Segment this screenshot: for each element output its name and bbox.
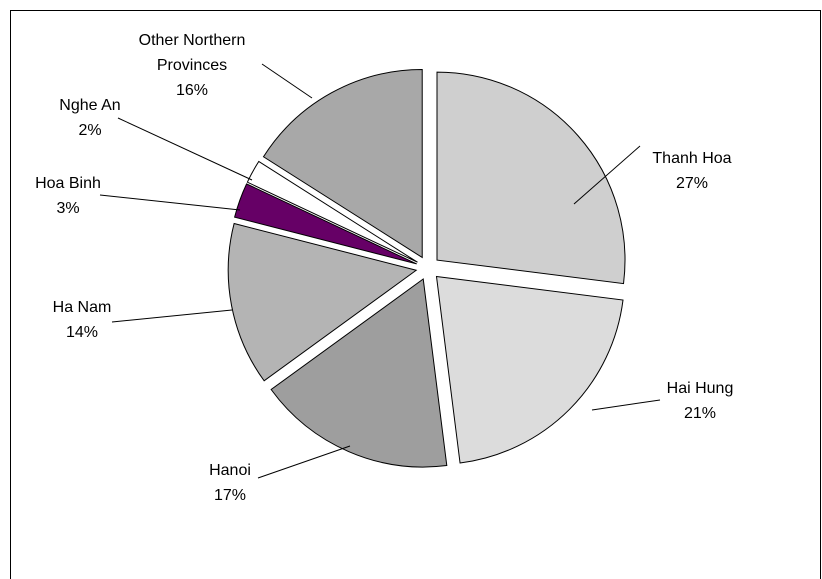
slice-value-label: 3% <box>56 200 80 217</box>
slice-label: Ha Nam <box>52 299 112 316</box>
leader-line <box>257 445 351 479</box>
slice-value-label: 21% <box>683 405 717 422</box>
slice-label: Other Northern Provinces <box>138 32 246 74</box>
leader-line <box>117 117 253 181</box>
slice-label: Thanh Hoa <box>652 150 732 167</box>
slice-label: Hanoi <box>209 462 251 479</box>
leader-line <box>99 194 241 211</box>
pie-slice <box>436 71 626 285</box>
pie-slice <box>262 68 423 259</box>
leader-line <box>111 309 233 323</box>
slice-value-label: 16% <box>175 82 209 99</box>
pie-slice <box>435 275 624 464</box>
slice-label: Hoa Binh <box>35 175 101 192</box>
slice-value-label: 2% <box>78 122 102 139</box>
slice-label: Nghe An <box>59 97 121 114</box>
leader-line <box>591 399 661 411</box>
chart-border <box>10 10 821 579</box>
slice-label: Hai Hung <box>666 380 734 397</box>
slice-value-label: 17% <box>213 487 247 504</box>
pie-slice <box>270 278 448 468</box>
pie-slice <box>227 222 418 382</box>
pie-slice <box>246 160 418 263</box>
leader-line <box>261 63 313 99</box>
slice-value-label: 27% <box>675 175 709 192</box>
pie-slice <box>234 183 417 265</box>
slice-value-label: 14% <box>65 324 99 341</box>
leader-line <box>573 145 641 205</box>
